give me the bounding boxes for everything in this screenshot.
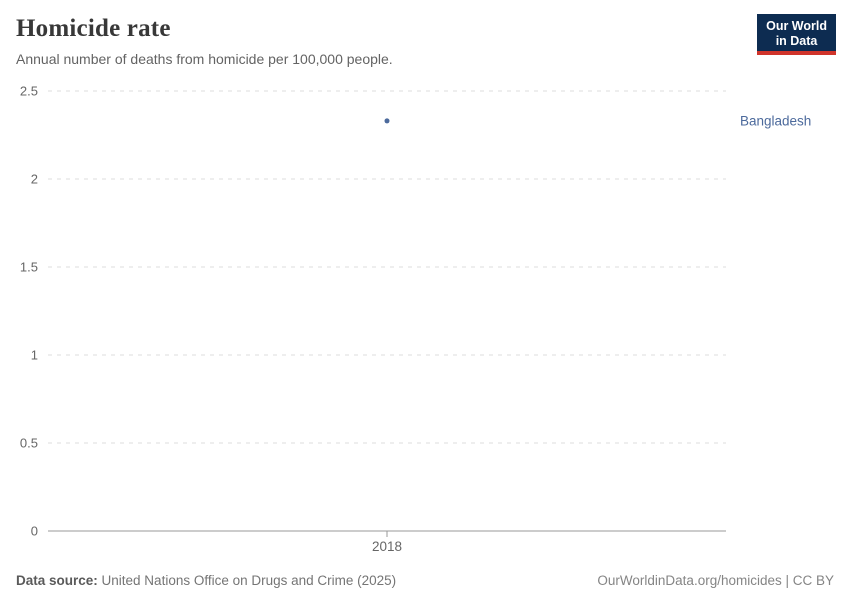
chart-footer: Data source: United Nations Office on Dr… <box>16 573 834 589</box>
entity-label[interactable]: Bangladesh <box>740 113 811 128</box>
y-axis-tick-label: 0.5 <box>20 436 38 451</box>
chart-subtitle: Annual number of deaths from homicide pe… <box>16 51 393 67</box>
x-axis: 2018 <box>48 530 726 554</box>
page-title: Homicide rate <box>16 15 171 42</box>
data-point[interactable] <box>384 118 390 124</box>
data-points <box>384 118 390 124</box>
y-axis-tick-label: 1.5 <box>20 260 38 275</box>
owid-logo-text-line1: Our World <box>766 19 827 33</box>
y-axis-tick-label: 0 <box>31 524 38 539</box>
data-source-label: Data source: <box>16 573 98 588</box>
entity-labels: Bangladesh <box>740 113 811 128</box>
gridlines <box>48 90 726 444</box>
credit-link[interactable]: OurWorldinData.org/homicides | CC BY <box>597 573 834 588</box>
y-axis-tick-label: 1 <box>31 348 38 363</box>
owid-logo-text-line2: in Data <box>775 33 818 48</box>
chart-header: Homicide rate Annual number of deaths fr… <box>16 13 393 68</box>
x-axis-tick-label: 2018 <box>372 539 402 554</box>
data-source-line: Data source: United Nations Office on Dr… <box>16 573 396 589</box>
data-source-text: United Nations Office on Drugs and Crime… <box>97 573 397 588</box>
y-axis-tick-labels: 0 0.5 1 1.5 2 2.5 <box>20 84 38 539</box>
y-axis-tick-label: 2.5 <box>20 84 38 99</box>
y-axis-tick-label: 2 <box>31 172 38 187</box>
owid-logo[interactable]: Our World in Data <box>757 14 836 55</box>
